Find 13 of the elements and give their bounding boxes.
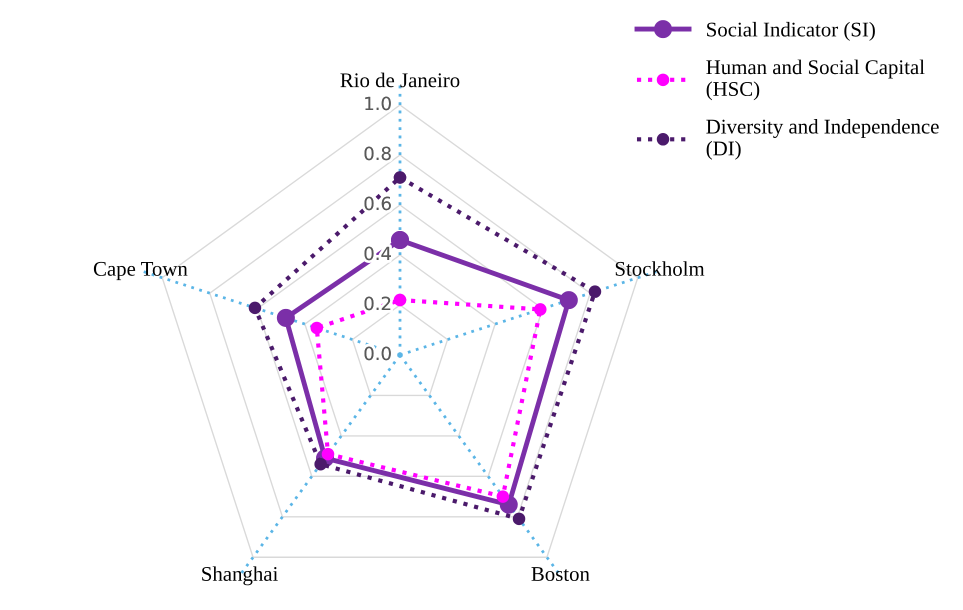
y-tick-label: 0.2 (364, 296, 390, 310)
spoke-label: Cape Town (94, 262, 188, 280)
spoke-label: Boston (531, 567, 590, 582)
y-tick-label: 0.8 (364, 146, 391, 160)
y-tick-label: 0.6 (364, 196, 391, 210)
spoke-label: Stockholm (616, 261, 704, 276)
y-tick-label: 0.0 (364, 346, 391, 360)
legend-label: Social Indicator (SI) (707, 22, 875, 41)
spoke-label: Shanghai (202, 566, 278, 586)
legend-label: Human and Social Capital (HSC) (706, 60, 925, 100)
spoke-label: Rio de Janeiro (340, 72, 460, 88)
legend-label: Diversity and Independence (DI) (706, 119, 939, 160)
y-tick-label: 1.0 (365, 96, 391, 110)
